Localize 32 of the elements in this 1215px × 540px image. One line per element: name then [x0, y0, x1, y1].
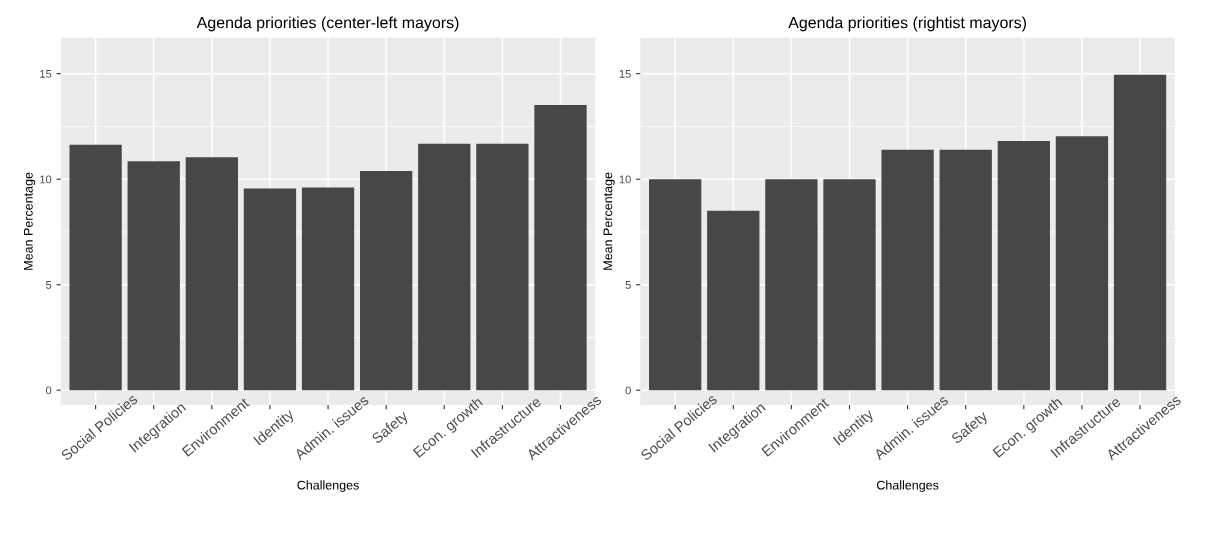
- bar: [534, 105, 587, 391]
- bar: [418, 143, 471, 391]
- bar: [939, 149, 992, 391]
- y-tick-label: 10: [619, 175, 631, 184]
- chart-title: Agenda priorities (rightist mayors): [788, 16, 1027, 32]
- chart-title: Agenda priorities (center-left mayors): [196, 16, 459, 32]
- y-axis-title: Mean Percentage: [24, 172, 36, 270]
- bar: [69, 144, 122, 391]
- y-tick-label: 5: [625, 281, 631, 289]
- bar: [765, 179, 818, 391]
- bar: [243, 188, 297, 391]
- y-axis-title: Mean Percentage: [603, 172, 615, 270]
- bar: [997, 141, 1050, 391]
- y-tick-label: 15: [619, 70, 631, 78]
- y-tick-label: 10: [40, 175, 52, 184]
- bar: [360, 170, 413, 391]
- bar: [649, 179, 702, 391]
- x-axis-title: Challenges: [297, 480, 359, 493]
- bar: [185, 157, 238, 391]
- bar: [1055, 136, 1109, 391]
- bar: [476, 143, 529, 391]
- y-tick-label: 0: [625, 386, 631, 395]
- bar: [881, 149, 934, 391]
- bar: [127, 161, 180, 391]
- bar: [707, 210, 760, 391]
- bar: [1113, 74, 1167, 391]
- y-tick-label: 0: [45, 386, 52, 395]
- bar: [823, 179, 876, 391]
- y-tick-label: 15: [40, 70, 52, 78]
- x-axis-title: Challenges: [876, 480, 939, 493]
- y-tick-label: 5: [45, 281, 52, 289]
- bar: [301, 187, 355, 391]
